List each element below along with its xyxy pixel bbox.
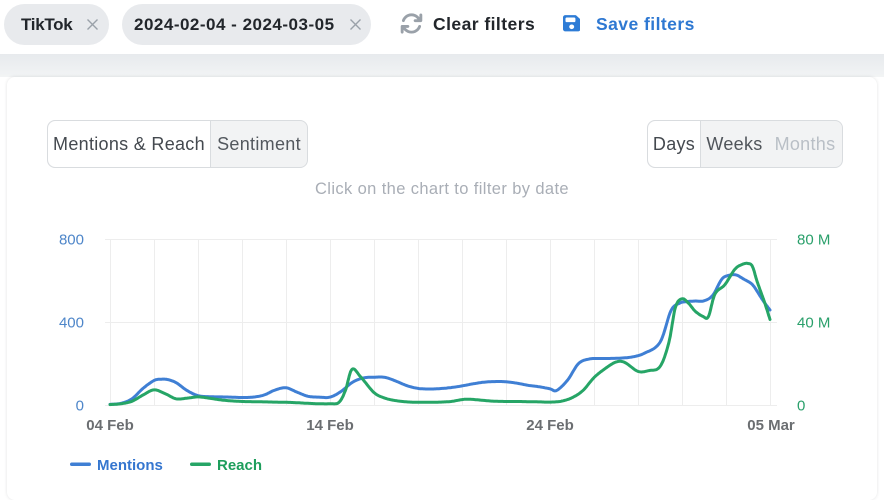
svg-text:40 M: 40 M	[797, 315, 830, 332]
svg-text:24 Feb: 24 Feb	[526, 417, 574, 434]
svg-text:0: 0	[76, 398, 84, 415]
svg-text:400: 400	[59, 315, 84, 332]
svg-text:0: 0	[797, 398, 805, 415]
svg-text:14 Feb: 14 Feb	[306, 417, 354, 434]
svg-text:04 Feb: 04 Feb	[86, 417, 134, 434]
svg-text:80 M: 80 M	[797, 232, 830, 249]
svg-text:800: 800	[59, 232, 84, 249]
svg-text:Reach: Reach	[217, 457, 262, 474]
svg-text:05 Mar: 05 Mar	[747, 417, 795, 434]
svg-text:Mentions: Mentions	[97, 457, 163, 474]
